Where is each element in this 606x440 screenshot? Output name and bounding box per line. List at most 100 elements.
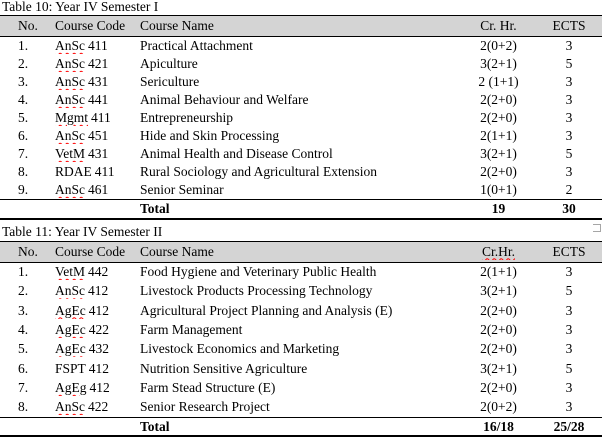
course-code-number: 411 <box>94 164 115 179</box>
table-row: 7. VetM 431 Animal Health and Disease Contr… <box>0 145 602 163</box>
course-code-cell: AnSc 451 <box>55 128 140 144</box>
ects-cell: 3 <box>565 164 573 179</box>
total-ects: 30 <box>562 200 576 216</box>
credit-hours-cell: 2(2+0) <box>480 322 517 338</box>
course-code-cell: AgEc 422 <box>55 322 140 338</box>
header-course-code: Course Code <box>55 243 126 259</box>
course-code-number: 411 <box>88 38 108 53</box>
credit-hours-cell: 2(2+0) <box>480 341 517 357</box>
row-number: 2. <box>18 283 29 299</box>
course-name-cell: Food Hygiene and Veterinary Public Healt… <box>140 264 377 280</box>
course-code-number: 441 <box>88 92 109 107</box>
credit-hours-cell: 2(2+0) <box>480 302 517 318</box>
course-code-number: 412 <box>89 379 110 395</box>
credit-hours-cell: 2(2+0) <box>480 110 517 125</box>
course-name-cell: Entrepreneurship <box>140 110 233 125</box>
table-total-row: Total 19 30 <box>0 199 602 220</box>
row-number: 5. <box>18 341 29 357</box>
row-number: 1. <box>18 264 29 280</box>
table-row: 5. Mgmt 411 Entrepreneurship 2(2+0) 3 <box>0 109 602 127</box>
course-code-cell: VetM 442 <box>55 264 140 280</box>
course-name-cell: Animal Health and Disease Control <box>140 146 333 161</box>
course-code-cell: AgEg 412 <box>55 380 140 396</box>
course-code-number: 412 <box>88 283 109 299</box>
course-code-word: AnSc <box>55 399 85 415</box>
row-number: 8. <box>18 399 29 415</box>
row-number: 3. <box>18 74 29 89</box>
row-number: 1. <box>18 38 29 53</box>
course-code-cell: AgEc 432 <box>55 341 140 357</box>
ects-cell: 3 <box>565 341 573 357</box>
course-code-word: VetM <box>55 146 85 161</box>
table-body: 1. AnSc 411 Practical Attachment 2(0+2) 3 2. An… <box>0 37 602 199</box>
ects-cell: 5 <box>565 146 573 161</box>
table-header-row: No. Course Code Course Name Cr. Hr. ECTS <box>0 15 602 37</box>
course-name-cell: Senior Research Project <box>140 399 270 415</box>
course-name-cell: Sericulture <box>140 74 200 89</box>
course-code-word: Mgmt <box>55 110 89 125</box>
course-code-cell: AnSc 441 <box>55 92 140 108</box>
course-code-cell: AnSc 431 <box>55 74 140 90</box>
header-no: No. <box>18 243 38 259</box>
table-resize-handle-icon <box>593 224 601 232</box>
ects-cell: 3 <box>565 92 573 107</box>
course-code-cell: AnSc 411 <box>55 38 140 54</box>
course-code-word: AnSc <box>55 74 85 89</box>
table-caption: Table 10: Year IV Semester I <box>2 0 159 14</box>
course-code-word: FSPT <box>55 360 86 376</box>
course-code-number: 412 <box>88 360 110 376</box>
total-label: Total <box>140 418 170 434</box>
course-code-number: 451 <box>88 128 109 143</box>
header-course-name: Course Name <box>140 18 214 33</box>
row-number: 8. <box>18 164 29 179</box>
total-credit-hours: 19 <box>491 200 506 216</box>
ects-cell: 3 <box>565 128 573 143</box>
credit-hours-cell: 2(2+0) <box>480 379 517 395</box>
table-year4-semester2: Table 11: Year IV Semester II No. Course… <box>0 220 602 438</box>
course-code-number: 412 <box>88 302 109 318</box>
table-row: 8. RDAE 411 Rural Sociology and Agricultura… <box>0 163 602 181</box>
table-body: 1. VetM 442 Food Hygiene and Veterinary Pub… <box>0 263 602 417</box>
course-code-cell: AgEc 412 <box>55 303 140 319</box>
course-name-cell: Practical Attachment <box>140 38 253 53</box>
header-course-code: Course Code <box>55 18 126 33</box>
ects-cell: 3 <box>565 38 573 53</box>
course-name-cell: Livestock Products Processing Technology <box>140 283 373 299</box>
header-ects: ECTS <box>552 243 586 259</box>
table-row: 6. FSPT 412 Nutrition Sensitive Agriculture… <box>0 359 602 378</box>
table-header-row: No. Course Code Course Name Cr.Hr. ECTS <box>0 240 602 263</box>
row-number: 7. <box>18 146 29 161</box>
course-name-cell: Farm Stead Structure (E) <box>140 379 276 395</box>
header-course-name: Course Name <box>140 243 214 259</box>
course-code-cell: RDAE 411 <box>55 164 140 180</box>
row-number: 4. <box>18 92 29 107</box>
course-code-word: AnSc <box>55 128 85 143</box>
course-code-word: RDAE <box>55 164 92 179</box>
course-code-number: 421 <box>88 56 109 71</box>
course-code-word: AgEc <box>55 322 86 338</box>
credit-hours-cell: 3(2+1) <box>480 146 517 161</box>
credit-hours-cell: 2(2+0) <box>480 164 517 179</box>
row-number: 6. <box>18 128 29 143</box>
credit-hours-cell: 3(2+1) <box>480 283 517 299</box>
row-number: 3. <box>18 302 29 318</box>
course-code-number: 411 <box>91 110 111 125</box>
row-number: 4. <box>18 322 29 338</box>
course-name-cell: Farm Management <box>140 322 243 338</box>
course-name-cell: Agricultural Project Planning and Analys… <box>140 302 393 318</box>
course-name-cell: Nutrition Sensitive Agriculture <box>140 360 308 376</box>
course-code-cell: AnSc 461 <box>55 182 140 198</box>
table-row: 3. AnSc 431 Sericulture 2 (1+1) 3 <box>0 73 602 91</box>
course-code-number: 422 <box>88 399 109 415</box>
course-code-cell: Mgmt 411 <box>55 110 140 126</box>
table-row: 9. AnSc 461 Senior Seminar 1(0+1) 2 <box>0 181 602 199</box>
course-code-word: AnSc <box>55 38 85 53</box>
course-code-word: AgEg <box>55 379 87 395</box>
table-caption: Table 11: Year IV Semester II <box>2 223 163 239</box>
row-number: 9. <box>18 182 29 197</box>
ects-cell: 3 <box>565 379 573 395</box>
row-number: 6. <box>18 360 29 376</box>
ects-cell: 2 <box>565 182 573 197</box>
course-code-word: AnSc <box>55 283 85 299</box>
